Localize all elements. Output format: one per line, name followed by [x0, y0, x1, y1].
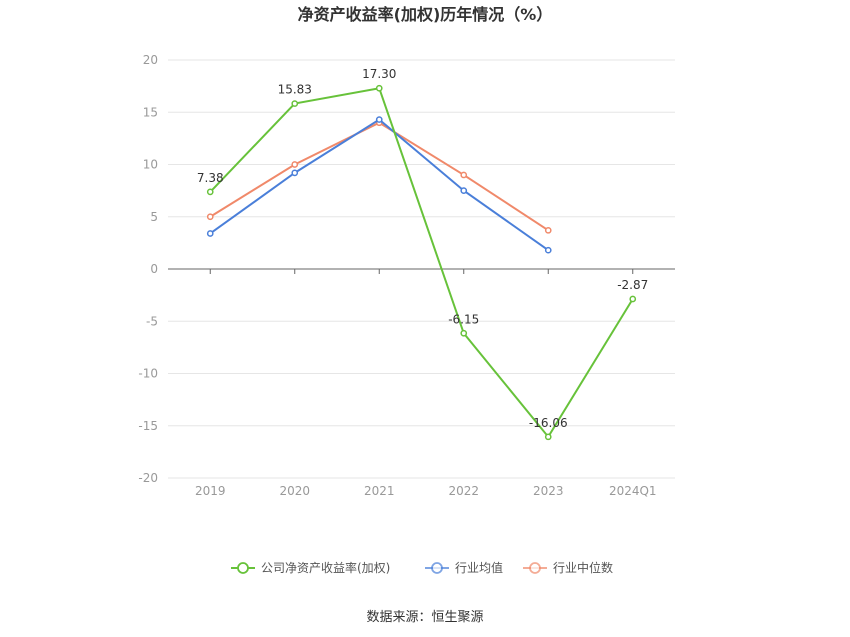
data-point[interactable] — [375, 116, 383, 123]
data-label: -6.15 — [448, 312, 479, 326]
x-tick-label: 2023 — [533, 484, 564, 498]
data-point[interactable] — [291, 161, 299, 168]
legend-label: 行业均值 — [455, 560, 503, 575]
x-tick-label: 2022 — [448, 484, 479, 498]
data-point[interactable] — [291, 169, 299, 177]
data-point[interactable] — [375, 84, 383, 92]
series-layer: 7.38 15.83 17.30 -6.15 -16.06 -2.87 — [197, 67, 648, 441]
legend-label: 公司净资产收益率(加权) — [261, 560, 390, 575]
y-tick-label: -15 — [138, 419, 158, 433]
legend-item-2[interactable]: 行业中位数 — [523, 560, 613, 575]
legend-item-0[interactable]: 公司净资产收益率(加权) — [231, 560, 390, 575]
y-tick-label: -10 — [138, 367, 158, 381]
data-point[interactable] — [460, 187, 468, 194]
x-tick-label: 2020 — [279, 484, 310, 498]
x-tick-label: 2019 — [195, 484, 226, 498]
data-point[interactable] — [460, 171, 468, 179]
data-source: 数据来源：恒生聚源 — [366, 610, 483, 625]
data-point[interactable] — [291, 100, 299, 107]
data-point[interactable] — [206, 188, 214, 196]
legend-marker — [529, 562, 541, 574]
data-label: 15.83 — [278, 83, 312, 97]
legend-marker — [431, 562, 443, 574]
legend[interactable]: 公司净资产收益率(加权) 行业均值 行业中位数 — [231, 560, 613, 575]
y-tick-label: 20 — [143, 53, 158, 67]
y-tick-label: -20 — [138, 471, 158, 485]
data-point[interactable] — [544, 433, 552, 441]
y-tick-label: 5 — [150, 210, 158, 224]
legend-item-1[interactable]: 行业均值 — [425, 560, 503, 575]
x-tick-label: 2024Q1 — [609, 484, 657, 498]
data-label: -16.06 — [529, 416, 568, 430]
y-tick-label: 15 — [143, 105, 158, 119]
series-1 — [206, 116, 552, 254]
y-tick-label: 10 — [143, 158, 158, 172]
y-axis: 20 15 10 5 0 -5 -10 -15 -20 — [138, 53, 158, 485]
data-point[interactable] — [629, 295, 637, 303]
data-point[interactable] — [206, 213, 214, 221]
data-label: 17.30 — [362, 67, 396, 81]
x-tick-label: 2021 — [364, 484, 395, 498]
data-point[interactable] — [460, 329, 468, 337]
data-label: -2.87 — [617, 278, 648, 292]
y-tick-label: -5 — [146, 314, 158, 328]
chart-title: 净资产收益率(加权)历年情况（%） — [298, 5, 553, 24]
series-line — [209, 87, 634, 439]
legend-marker — [237, 562, 249, 574]
data-point[interactable] — [544, 226, 552, 234]
series-0: 7.38 15.83 17.30 -6.15 -16.06 -2.87 — [197, 67, 648, 441]
data-label: 7.38 — [197, 171, 224, 185]
data-point[interactable] — [544, 246, 552, 254]
grid — [168, 59, 675, 479]
y-tick-label: 0 — [150, 262, 158, 276]
x-axis: 2019 2020 2021 2022 2023 2024Q1 — [168, 268, 675, 498]
data-point[interactable] — [206, 230, 214, 237]
legend-label: 行业中位数 — [553, 560, 613, 575]
